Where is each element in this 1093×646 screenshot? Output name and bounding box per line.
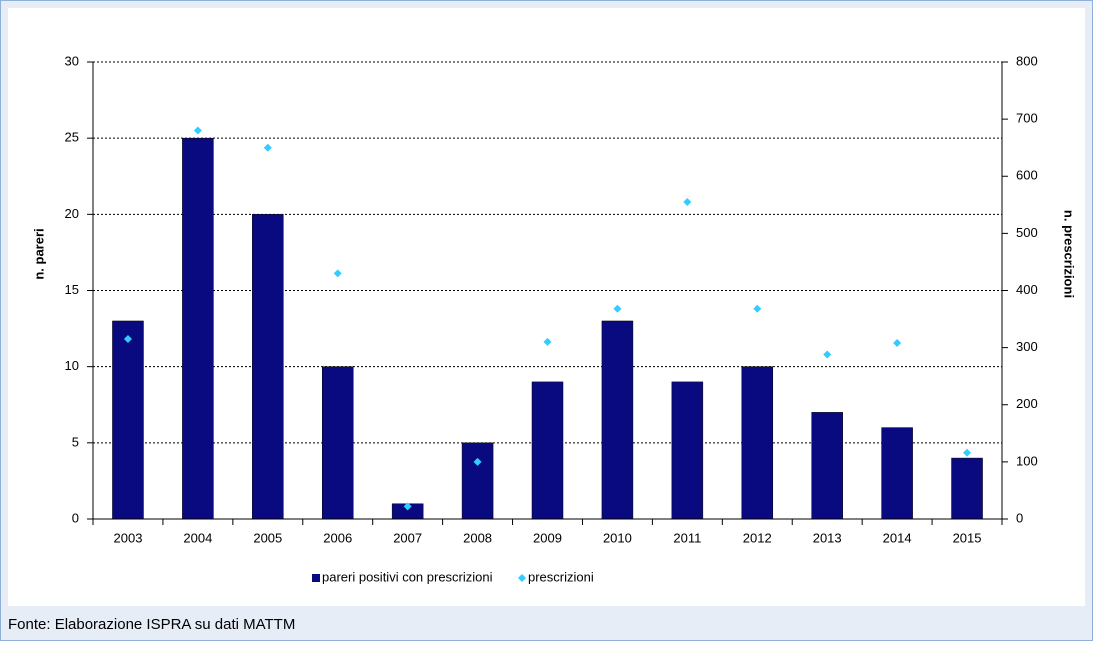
y2-tick-label: 500 <box>1016 225 1038 240</box>
x-tick-label: 2007 <box>393 530 422 545</box>
point <box>403 502 412 511</box>
point <box>473 457 482 466</box>
bar <box>811 412 843 520</box>
y2-tick-label: 600 <box>1016 168 1038 183</box>
bar <box>461 442 494 520</box>
point <box>543 337 552 346</box>
bar <box>741 366 774 520</box>
y-tick-label: 5 <box>72 434 79 449</box>
y2-tick-label: 200 <box>1016 396 1038 411</box>
bar <box>112 320 144 520</box>
y-tick-label: 30 <box>65 53 79 68</box>
point <box>893 339 902 348</box>
point <box>193 126 202 135</box>
y-tick-label: 10 <box>65 358 79 373</box>
legend-swatch <box>312 574 320 582</box>
point <box>263 143 272 152</box>
point <box>333 269 342 278</box>
y-tick-label: 0 <box>72 510 79 525</box>
x-tick-label: 2010 <box>603 530 632 545</box>
bar <box>321 366 354 520</box>
y-tick-label: 25 <box>65 130 79 145</box>
point <box>823 350 832 359</box>
bar <box>531 381 564 520</box>
y2-tick-label: 100 <box>1016 453 1038 468</box>
point <box>683 197 692 206</box>
x-tick-label: 2014 <box>883 530 912 545</box>
point <box>753 304 762 313</box>
legend-label: pareri positivi con prescrizioni <box>322 569 493 584</box>
x-tick-label: 2013 <box>813 530 842 545</box>
y2-tick-label: 400 <box>1016 282 1038 297</box>
bar <box>601 320 634 520</box>
point <box>963 448 972 457</box>
y2-tick-label: 700 <box>1016 111 1038 126</box>
y-tick-label: 20 <box>65 206 79 221</box>
x-tick-label: 2012 <box>743 530 772 545</box>
x-tick-label: 2008 <box>463 530 492 545</box>
x-tick-label: 2009 <box>533 530 562 545</box>
x-tick-label: 2005 <box>253 530 282 545</box>
x-tick-label: 2006 <box>323 530 352 545</box>
source: Fonte: Elaborazione ISPRA su dati MATTM <box>8 616 295 633</box>
bar <box>951 457 983 520</box>
y2-axis-label: n. prescrizioni <box>1062 210 1077 298</box>
y-tick-label: 15 <box>65 282 79 297</box>
x-tick-label: 2004 <box>183 530 212 545</box>
bar <box>881 427 913 520</box>
legend-swatch <box>518 574 526 582</box>
bar <box>671 381 704 520</box>
x-tick-label: 2003 <box>114 530 143 545</box>
bar <box>252 214 284 520</box>
bar <box>182 137 214 520</box>
y-axis-label: n. pareri <box>31 228 46 279</box>
point <box>613 304 622 313</box>
legend-label: prescrizioni <box>528 569 594 584</box>
x-tick-label: 2015 <box>953 530 982 545</box>
y2-tick-label: 300 <box>1016 339 1038 354</box>
y2-tick-label: 0 <box>1016 510 1023 525</box>
point <box>123 335 132 344</box>
x-tick-label: 2011 <box>673 530 701 545</box>
y2-tick-label: 800 <box>1016 53 1038 68</box>
